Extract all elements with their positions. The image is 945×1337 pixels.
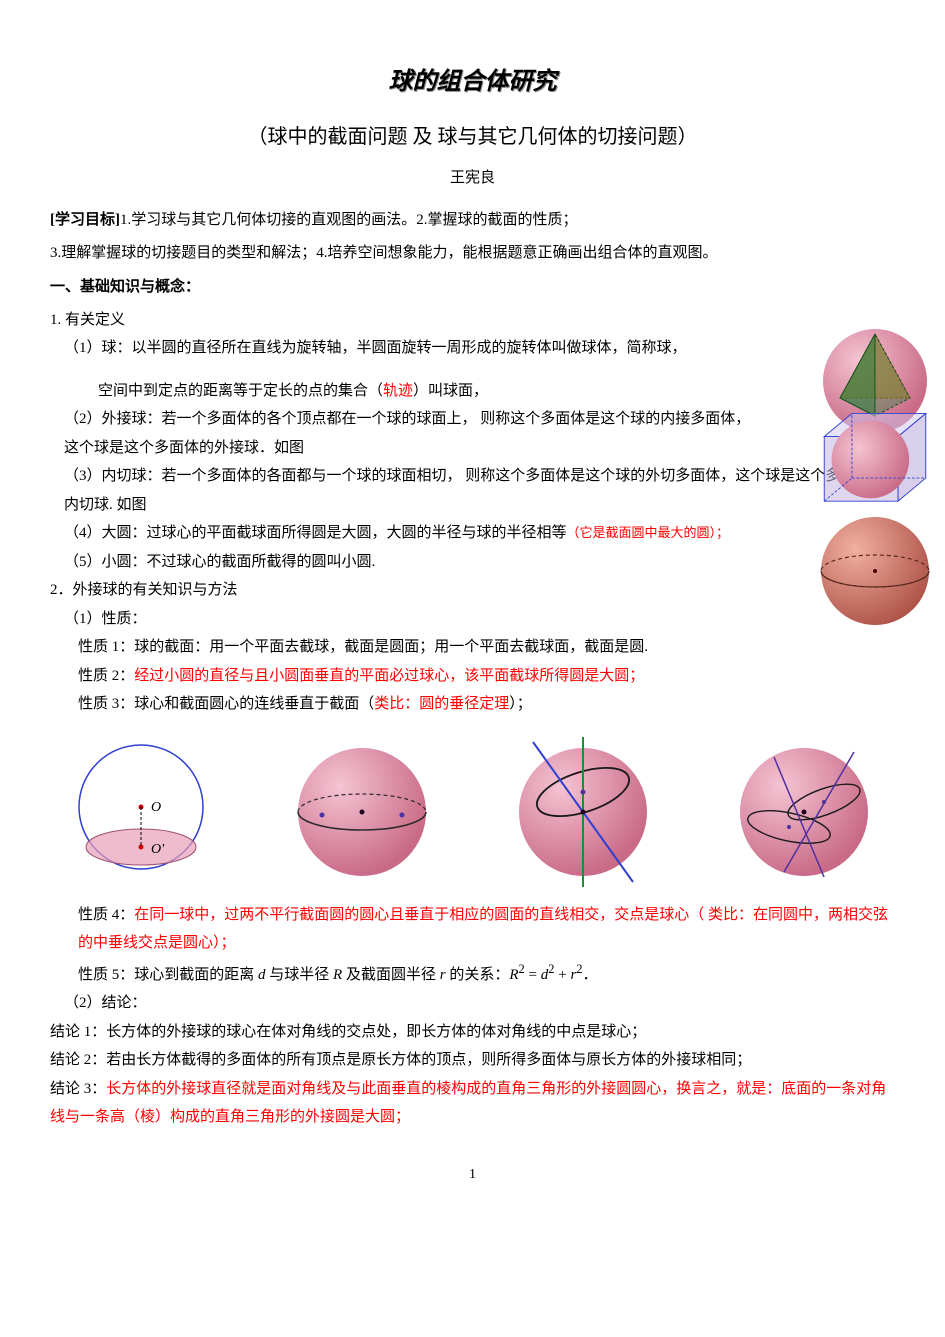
diagram-sphere-tilted-icon bbox=[503, 737, 663, 887]
property-3-c: ）； bbox=[509, 696, 532, 712]
author: 王宪良 bbox=[50, 164, 895, 193]
property-1: 性质 1：球的截面：用一个平面去截球，截面是圆面；用一个平面去截球面，截面是圆. bbox=[78, 633, 895, 662]
objectives-label: [学习目标] bbox=[50, 212, 120, 228]
page-subtitle: （球中的截面问题 及 球与其它几何体的切接问题） bbox=[50, 118, 895, 156]
conclusion-3-label: 结论 3： bbox=[50, 1081, 106, 1097]
property-2-label: 性质 2： bbox=[78, 668, 134, 684]
def-sphere-row: （1）球：以半圆的直径所在直线为旋转轴，半圆面旋转一周形成的旋转体叫做球体，简称… bbox=[50, 334, 895, 363]
property-5: 性质 5：球心到截面的距离 d 与球半径 R 及截面圆半径 r 的关系：R2 =… bbox=[78, 958, 895, 990]
objective-1a: 1.学习球与其它几何体切接的直观图的画法。 bbox=[120, 212, 416, 228]
property-4-text: 在同一球中，过两不平行截面圆的圆心且垂直于相应的圆面的直线相交，交点是球心（ 类… bbox=[78, 907, 888, 952]
def-great-circle: （4）大圆：过球心的平面截球面所得圆是大圆，大圆的半径与球的半径相等（它是截面圆… bbox=[50, 519, 765, 548]
property-4: 性质 4：在同一球中，过两不平行截面圆的圆心且垂直于相应的圆面的直线相交，交点是… bbox=[78, 901, 895, 958]
property-4-label: 性质 4： bbox=[78, 907, 134, 923]
def-sphere-surface-post: ）叫球面， bbox=[413, 383, 488, 399]
objectives-line-1: [学习目标]1.学习球与其它几何体切接的直观图的画法。2.掌握球的截面的性质； bbox=[50, 206, 895, 235]
conclusion-3-text: 长方体的外接球直径就是面对角线及与此面垂直的棱构成的直角三角形的外接圆圆心，换言… bbox=[50, 1081, 886, 1126]
def-sphere-surface-pre: 空间中到定点的距离等于定长的点的集合（ bbox=[98, 383, 383, 399]
property-2-text: 经过小圆的直径与且小圆面垂直的平面必过球心，该平面截球所得圆是大圆； bbox=[134, 668, 644, 684]
def-great-circle-note: （它是截面圆中最大的圆）； bbox=[567, 525, 730, 540]
conclusion-1: 结论 1：长方体的外接球的球心在体对角线的交点处，即长方体的体对角线的中点是球心… bbox=[50, 1018, 895, 1047]
def-circumscribed: （2）外接球：若一个多面体的各个顶点都在一个球的球面上， 则称这个多面体是这个球… bbox=[50, 405, 765, 462]
property-5-formula: R2 = d2 + r2 bbox=[509, 967, 582, 983]
diagram-sphere-equator-icon bbox=[282, 737, 442, 887]
def-sphere-surface: 空间中到定点的距离等于定长的点的集合（轨迹）叫球面， bbox=[50, 377, 895, 406]
def-circum-row: （2）外接球：若一个多面体的各个顶点都在一个球的球面上， 则称这个多面体是这个球… bbox=[50, 405, 895, 462]
figure-great-circle-icon bbox=[815, 511, 935, 631]
property-5-end: ． bbox=[583, 967, 598, 983]
subsection-methods: 2．外接球的有关知识与方法 bbox=[50, 576, 895, 605]
svg-text:O': O' bbox=[151, 842, 165, 857]
property-3-analogy: 类比：圆的垂径定理 bbox=[374, 696, 509, 712]
page-title: 球的组合体研究 bbox=[50, 60, 895, 106]
conclusion-2: 结论 2：若由长方体截得的多面体的所有顶点是原长方体的顶点，则所得多面体与原长方… bbox=[50, 1046, 895, 1075]
diagram-circle-section-icon: O O' bbox=[61, 737, 221, 887]
objective-1b: 2.掌握球的截面的性质； bbox=[416, 212, 577, 228]
def-inscribed: （3）内切球：若一个多面体的各面都与一个球的球面相切， 则称这个多面体是这个球的… bbox=[50, 462, 895, 519]
section-1-head: 一、基础知识与概念： bbox=[50, 273, 895, 302]
property-3: 性质 3：球心和截面圆心的连线垂直于截面（类比：圆的垂径定理）； bbox=[78, 690, 895, 719]
objective-2a: 3.理解掌握球的切接题目的类型和解法； bbox=[50, 245, 316, 261]
conclusions-head: （2）结论： bbox=[50, 989, 895, 1018]
page-number: 1 bbox=[50, 1162, 895, 1189]
def-great-circle-a: （4）大圆：过球心的平面截球面所得圆是大圆，大圆的半径与球的半径相等 bbox=[64, 525, 567, 541]
property-5-b: 与球半径 bbox=[266, 967, 334, 983]
def-sphere-surface-red: 轨迹 bbox=[383, 383, 413, 399]
objectives-line-2: 3.理解掌握球的切接题目的类型和解法；4.培养空间想象能力，能根据题意正确画出组… bbox=[50, 239, 895, 268]
properties-head: （1）性质： bbox=[50, 605, 895, 634]
objective-2b: 4.培养空间想象能力，能根据题意正确画出组合体的直观图。 bbox=[316, 245, 717, 261]
def-great-circle-row: （4）大圆：过球心的平面截球面所得圆是大圆，大圆的半径与球的半径相等（它是截面圆… bbox=[50, 519, 895, 576]
diagram-sphere-two-planes-icon bbox=[724, 737, 884, 887]
subsection-definitions: 1. 有关定义 bbox=[50, 306, 895, 335]
figure-sphere-cube-icon bbox=[815, 395, 935, 515]
conclusion-3: 结论 3：长方体的外接球直径就是面对角线及与此面垂直的棱构成的直角三角形的外接圆… bbox=[50, 1075, 895, 1132]
sphere-diagram-row: O O' bbox=[50, 737, 895, 887]
property-5-e: 的关系： bbox=[446, 967, 510, 983]
svg-text:O: O bbox=[151, 800, 161, 815]
property-2: 性质 2：经过小圆的直径与且小圆面垂直的平面必过球心，该平面截球所得圆是大圆； bbox=[78, 662, 895, 691]
property-5-a: 性质 5：球心到截面的距离 bbox=[78, 967, 258, 983]
property-5-c: 及截面圆半径 bbox=[342, 967, 440, 983]
property-5-d: d bbox=[258, 967, 266, 983]
property-3-a: 性质 3：球心和截面圆心的连线垂直于截面（ bbox=[78, 696, 374, 712]
def-sphere: （1）球：以半圆的直径所在直线为旋转轴，半圆面旋转一周形成的旋转体叫做球体，简称… bbox=[50, 334, 765, 363]
def-small-circle: （5）小圆：不过球心的截面所截得的圆叫小圆. bbox=[50, 548, 765, 577]
property-5-R: R bbox=[333, 967, 342, 983]
